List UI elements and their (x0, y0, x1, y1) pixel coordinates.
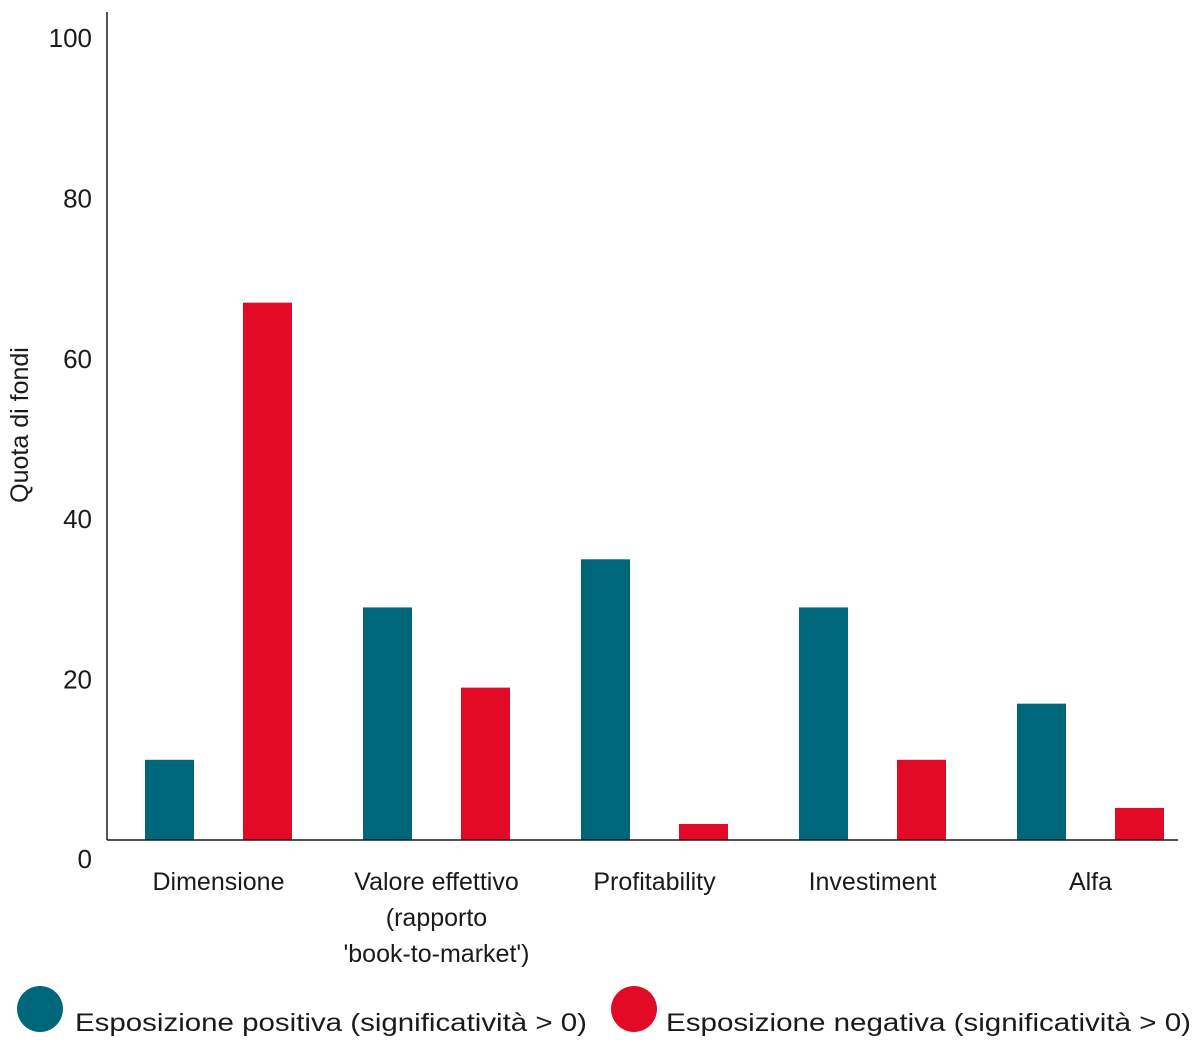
x-category-label-line: Profitability (593, 868, 716, 896)
y-tick-label: 100 (49, 23, 92, 53)
x-category-label-line: Dimensione (152, 868, 284, 896)
bar-negative (461, 687, 510, 840)
y-tick-label: 80 (63, 183, 92, 213)
bar-positive (1017, 703, 1066, 840)
y-axis-title: Quota di fondi (6, 347, 34, 503)
x-category-label-line: 'book-to-market') (344, 940, 530, 968)
bar-negative (679, 823, 728, 840)
y-axis-title-group: Quota di fondi (6, 347, 34, 503)
bar-positive (363, 607, 412, 840)
legend-label-negative: Esposizione negativa (significatività > … (666, 1009, 1191, 1037)
x-category-label-line: Investiment (809, 868, 937, 896)
bar-positive (145, 759, 194, 840)
x-category-label-line: Alfa (1069, 868, 1112, 896)
bar-positive (581, 559, 630, 840)
x-category-label-line: Valore effettivo (354, 868, 518, 896)
x-category-label-line: (rapporto (386, 904, 487, 932)
bars (145, 302, 1164, 840)
x-category-label: Alfa (1069, 868, 1112, 896)
y-axis-ticks: 0 20 40 60 80 100 (49, 23, 92, 874)
bar-negative (1115, 807, 1164, 840)
y-tick-label: 60 (63, 344, 92, 374)
legend-swatch-positive (17, 986, 63, 1032)
bar-negative (243, 302, 292, 840)
y-tick-label: 0 (78, 844, 92, 874)
legend: Esposizione positiva (significatività > … (17, 986, 1191, 1037)
x-category-label: Investiment (809, 868, 937, 896)
x-category-label: Valore effettivo (rapporto 'book-to-market… (344, 868, 530, 968)
legend-label-positive: Esposizione positiva (significatività > … (75, 1009, 587, 1037)
bar-negative (897, 759, 946, 840)
x-axis-labels: Dimensione Valore effettivo (rapporto 'book… (152, 868, 1112, 968)
y-tick-label: 40 (63, 504, 92, 534)
y-tick-label: 20 (63, 665, 92, 695)
legend-swatch-negative (611, 986, 657, 1032)
bar-positive (799, 607, 848, 840)
x-category-label: Dimensione (152, 868, 284, 896)
x-category-label: Profitability (593, 868, 716, 896)
